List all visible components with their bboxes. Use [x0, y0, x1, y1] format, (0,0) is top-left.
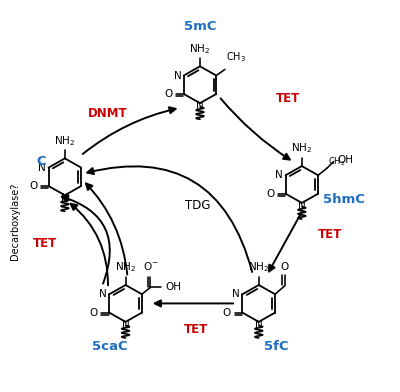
Text: TET: TET	[318, 228, 342, 241]
Text: TET: TET	[33, 238, 58, 250]
Text: N: N	[298, 201, 306, 211]
FancyArrowPatch shape	[86, 183, 127, 274]
Text: N: N	[122, 320, 130, 330]
Text: C: C	[36, 155, 46, 168]
Text: 5fC: 5fC	[264, 340, 289, 353]
Text: NH$_2$: NH$_2$	[190, 42, 210, 56]
Text: N: N	[232, 289, 240, 299]
Text: Decarboxylase?: Decarboxylase?	[10, 182, 20, 260]
Text: N: N	[61, 193, 69, 203]
Text: NH$_2$: NH$_2$	[291, 142, 312, 155]
Text: O: O	[223, 308, 231, 318]
Text: 5mC: 5mC	[184, 20, 216, 33]
Text: O: O	[29, 181, 37, 191]
Text: CH$_2$: CH$_2$	[328, 155, 345, 168]
Text: NH$_2$: NH$_2$	[248, 260, 269, 274]
Text: OH: OH	[165, 282, 181, 292]
Text: 5hmC: 5hmC	[323, 193, 365, 206]
Text: O: O	[90, 308, 98, 318]
FancyArrowPatch shape	[62, 196, 110, 283]
Text: N: N	[99, 289, 107, 299]
Text: N: N	[174, 71, 181, 80]
Text: N: N	[196, 101, 204, 111]
Text: NH$_2$: NH$_2$	[115, 260, 136, 274]
Text: O$^{-}$: O$^{-}$	[143, 260, 158, 272]
Text: N: N	[255, 320, 263, 330]
Text: OH: OH	[338, 154, 354, 165]
Text: TET: TET	[276, 92, 301, 105]
Text: CH$_3$: CH$_3$	[226, 51, 246, 64]
Text: N: N	[276, 170, 283, 180]
Text: O: O	[164, 89, 172, 99]
Text: TDG: TDG	[185, 199, 211, 212]
Text: O: O	[281, 262, 289, 272]
Text: NH$_2$: NH$_2$	[54, 134, 76, 148]
Text: DNMT: DNMT	[88, 107, 128, 120]
Text: TET: TET	[184, 323, 208, 336]
Text: 5caC: 5caC	[92, 340, 128, 353]
Text: N: N	[38, 163, 46, 172]
Text: O: O	[266, 189, 274, 199]
FancyArrowPatch shape	[87, 166, 252, 272]
